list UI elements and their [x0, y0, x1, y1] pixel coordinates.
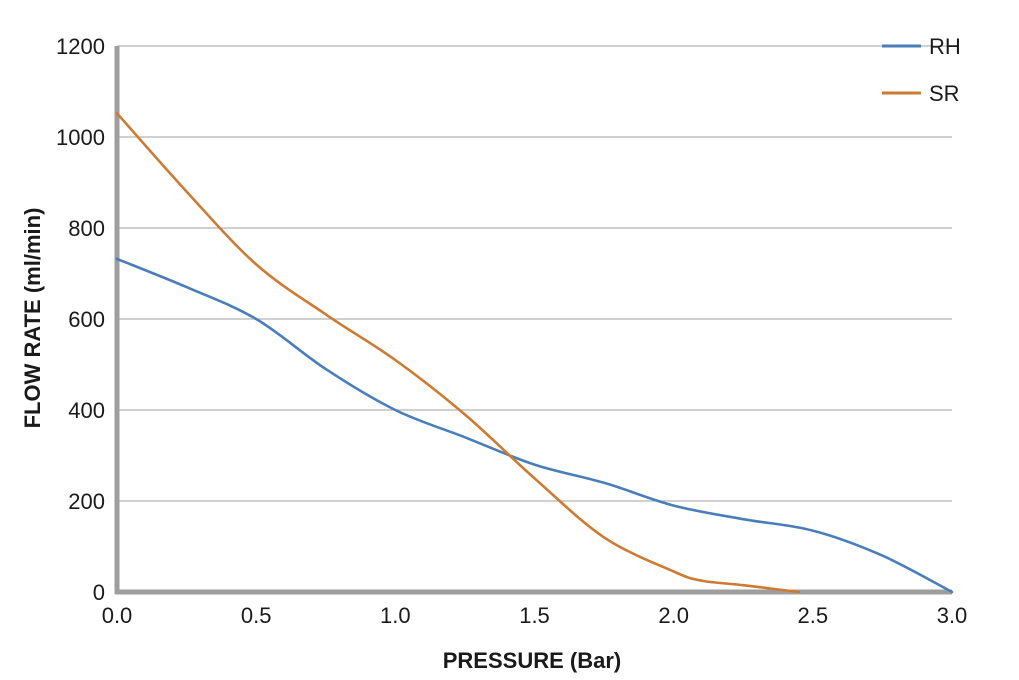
x-axis-title: PRESSURE (Bar)	[443, 648, 621, 673]
x-axis-ticks: 0.0 0.5 1.0 1.5 2.0 2.5 3.0	[102, 603, 968, 628]
legend-label-rh: RH	[929, 34, 961, 59]
legend-label-sr: SR	[929, 81, 960, 106]
x-tick-label: 0.5	[241, 603, 272, 628]
series-line-sr	[115, 112, 801, 594]
y-tick-label: 1000	[56, 125, 105, 150]
y-tick-label: 600	[68, 307, 105, 332]
x-tick-label: 1.5	[519, 603, 550, 628]
series-line-rh	[115, 257, 954, 594]
y-tick-label: 800	[68, 216, 105, 241]
x-tick-label: 1.0	[380, 603, 411, 628]
x-tick-label: 2.5	[798, 603, 829, 628]
x-tick-label: 2.0	[658, 603, 689, 628]
y-axis-ticks: 0 200 400 600 800 1000 1200	[56, 34, 105, 605]
y-tick-label: 0	[93, 580, 105, 605]
gridlines	[117, 45, 952, 502]
axes	[114, 46, 952, 595]
y-tick-label: 400	[68, 398, 105, 423]
x-tick-label: 0.0	[102, 603, 133, 628]
y-tick-label: 200	[68, 489, 105, 514]
y-axis-title: FLOW RATE (ml/min)	[20, 208, 45, 429]
x-tick-label: 3.0	[937, 603, 968, 628]
legend: RH SR	[882, 34, 961, 106]
y-tick-label: 1200	[56, 34, 105, 59]
series-lines	[115, 112, 954, 594]
